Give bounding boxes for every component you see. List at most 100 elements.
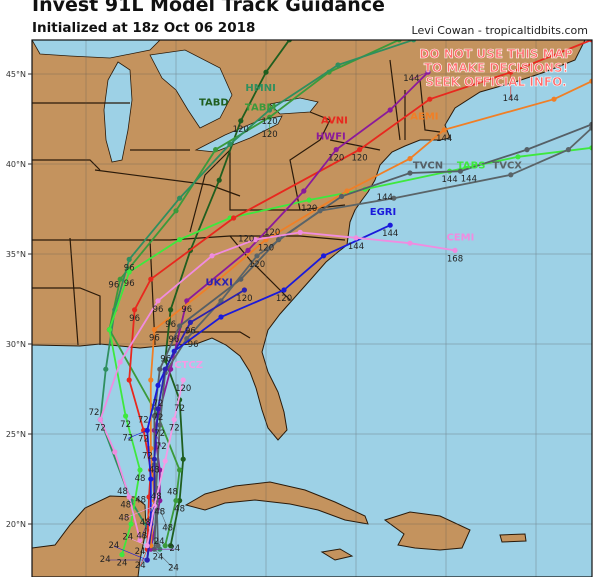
forecast-hour-label: 120 — [236, 294, 252, 304]
forecast-hour-label: 96 — [153, 305, 164, 315]
credit-text: Levi Cowan - tropicaltidbits.com — [411, 24, 588, 37]
track-point — [333, 147, 339, 153]
track-point — [157, 422, 163, 428]
track-point — [162, 458, 168, 464]
track-point — [177, 237, 183, 243]
model-label: CEMI — [446, 232, 474, 243]
label-leader-line — [411, 71, 429, 80]
track-point — [148, 377, 154, 383]
forecast-hour-label: 96 — [129, 314, 140, 324]
forecast-hour-label: 24 — [135, 561, 146, 571]
latitude-label: 20°N — [6, 520, 26, 529]
track-point — [155, 406, 161, 412]
label-leader-line — [113, 545, 148, 561]
forecast-hour-label: 24 — [100, 555, 111, 565]
forecast-hour-label: 96 — [188, 340, 199, 350]
track-point — [339, 193, 345, 199]
track-point — [357, 147, 363, 153]
track-point — [216, 177, 222, 183]
track-point — [407, 156, 413, 162]
forecast-hour-label: 120 — [258, 244, 274, 254]
forecast-hour-label: 48 — [120, 500, 131, 510]
track-point — [589, 125, 592, 131]
track-point — [155, 543, 161, 549]
lake-huron — [149, 49, 233, 129]
track-point — [162, 543, 168, 549]
forecast-hour-label: 48 — [154, 508, 165, 518]
track-point — [245, 247, 251, 253]
forecast-hour-label: 24 — [109, 541, 120, 551]
track-point — [231, 215, 237, 221]
forecast-hour-label: 120 — [249, 260, 265, 270]
track-point — [171, 417, 177, 423]
warning-line: SEEK OFFICIAL INFO. — [425, 75, 566, 89]
forecast-hour-label: 72 — [174, 404, 185, 414]
track-point — [407, 170, 413, 176]
track-point — [457, 168, 463, 174]
track-point — [387, 107, 393, 113]
forecast-hour-label: 120 — [264, 228, 280, 238]
forecast-hour-label: 48 — [167, 487, 178, 497]
track-point — [508, 172, 514, 178]
forecast-hour-label: 96 — [108, 281, 119, 291]
track-point — [177, 195, 183, 201]
model-label: HMNI — [245, 83, 275, 94]
label-leader-line — [155, 500, 168, 529]
track-point — [155, 382, 161, 388]
track-point — [97, 417, 103, 423]
model-label: HWFI — [316, 132, 346, 143]
track-point — [137, 537, 143, 543]
track-point — [112, 449, 118, 455]
forecast-hour-label: 72 — [138, 416, 149, 426]
track-point — [321, 253, 327, 259]
forecast-hour-label: 48 — [135, 474, 146, 484]
label-leader-line — [140, 549, 148, 566]
track-point — [132, 307, 138, 313]
track-point — [184, 298, 190, 304]
forecast-hour-label: 72 — [154, 429, 165, 439]
forecast-hour-label: 72 — [122, 433, 133, 443]
track-ctcz — [144, 377, 186, 549]
forecast-hour-label: 48 — [135, 495, 146, 505]
map-title: Invest 91L Model Track Guidance — [32, 0, 385, 16]
model-label: UKXI — [206, 277, 233, 288]
track-point — [218, 314, 224, 320]
track-line — [99, 231, 456, 541]
track-line — [155, 127, 592, 546]
forecast-hour-label: 48 — [162, 523, 173, 533]
forecast-hour-label: 96 — [149, 334, 160, 344]
track-tvcx — [153, 125, 592, 549]
forecast-hour-label: 24 — [117, 559, 128, 569]
forecast-hour-label: 72 — [169, 424, 180, 434]
forecast-hour-label: 120 — [261, 130, 277, 140]
forecast-hour-label: 24 — [135, 547, 146, 557]
forecast-hour-label: 120 — [301, 204, 317, 214]
forecast-hour-label: 96 — [124, 263, 135, 273]
forecast-hour-label: 144 — [348, 242, 364, 252]
forecast-hour-label: 48 — [136, 531, 147, 541]
track-point — [335, 62, 341, 68]
track-point — [151, 327, 157, 333]
track-point — [155, 298, 161, 304]
track-point — [252, 237, 258, 243]
track-point — [427, 96, 433, 102]
track-point — [254, 253, 260, 259]
track-point — [218, 298, 224, 304]
jamaica-land — [320, 548, 354, 561]
forecast-hour-label: 72 — [156, 442, 167, 452]
label-leader-line — [141, 505, 155, 537]
forecast-hour-label: 72 — [120, 420, 131, 430]
yucatan-land — [32, 495, 147, 577]
forecast-hour-label: 48 — [140, 518, 151, 528]
track-point — [391, 195, 397, 201]
lake-erie — [194, 115, 283, 153]
forecast-hour-label: 168 — [447, 254, 463, 264]
label-leader-line — [154, 548, 174, 569]
latitude-label: 45°N — [6, 70, 26, 79]
forecast-hour-label: 72 — [138, 434, 149, 444]
init-time-subtitle: Initialized at 18z Oct 06 2018 — [32, 20, 256, 36]
track-point — [126, 377, 132, 383]
track-point — [281, 287, 287, 293]
